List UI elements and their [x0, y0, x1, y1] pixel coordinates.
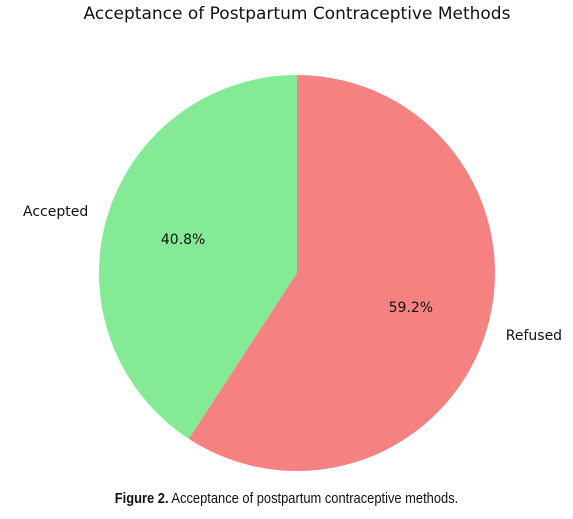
caption-text: Acceptance of postpartum contraceptive m… — [171, 490, 459, 507]
pie-slices — [98, 75, 495, 471]
figure-caption: Figure 2. Acceptance of postpartum contr… — [40, 490, 533, 507]
slice-label-refused: Refused — [506, 328, 562, 344]
pie-slice-accepted — [98, 75, 297, 439]
caption-prefix: Figure 2. — [114, 490, 169, 507]
pie-slice-refused — [188, 75, 495, 471]
pie-labels: Accepted 40.8% Refused 59.2% — [23, 204, 562, 344]
slice-pct-accepted: 40.8% — [161, 232, 205, 248]
chart-title: Acceptance of Postpartum Contraceptive M… — [84, 4, 511, 24]
slice-label-accepted: Accepted — [23, 204, 88, 220]
pie-chart: Acceptance of Postpartum Contraceptive M… — [23, 4, 562, 471]
slice-pct-refused: 59.2% — [389, 300, 433, 316]
